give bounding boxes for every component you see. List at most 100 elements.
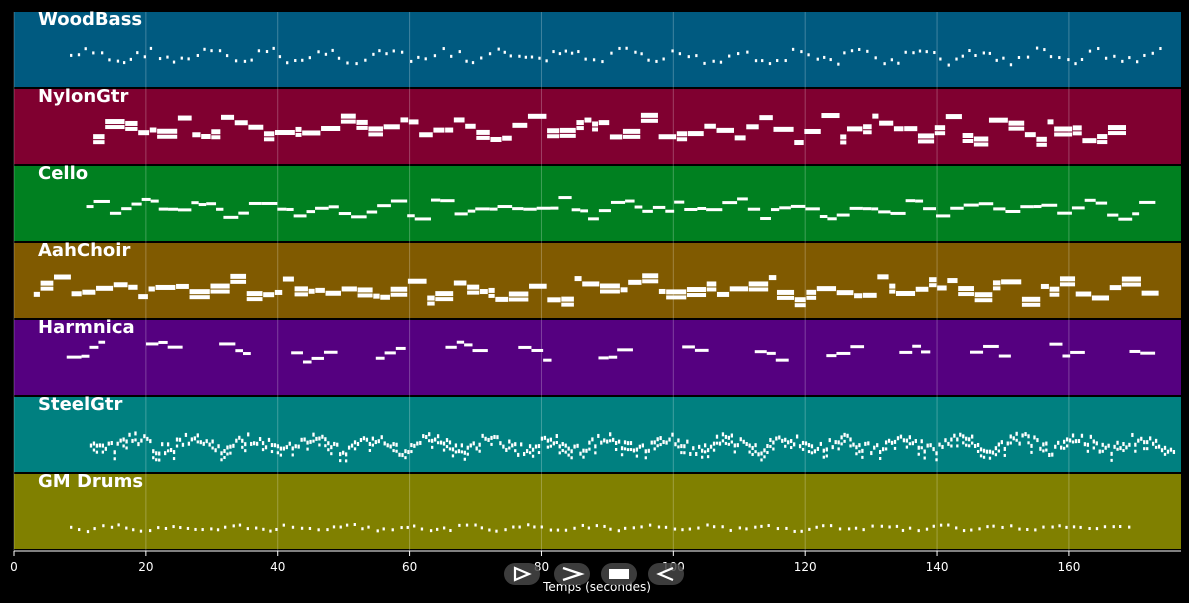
note xyxy=(1121,59,1124,63)
note xyxy=(854,526,858,530)
note xyxy=(297,444,300,449)
note xyxy=(1057,440,1060,445)
note xyxy=(1143,440,1146,445)
note xyxy=(760,458,763,462)
note xyxy=(754,350,767,354)
note xyxy=(208,442,211,447)
note xyxy=(622,128,641,134)
note xyxy=(706,281,717,287)
note xyxy=(1008,126,1025,131)
note xyxy=(962,441,965,445)
note xyxy=(374,440,377,445)
note xyxy=(1062,439,1066,444)
note xyxy=(92,448,96,452)
note xyxy=(361,527,364,531)
note xyxy=(1043,48,1046,52)
play-button[interactable] xyxy=(504,563,540,585)
note xyxy=(235,438,238,443)
note xyxy=(476,129,490,135)
note xyxy=(567,446,570,451)
note xyxy=(766,444,769,449)
note xyxy=(489,207,498,211)
note xyxy=(992,524,995,528)
note xyxy=(983,344,999,348)
note xyxy=(286,207,294,211)
note xyxy=(745,527,748,531)
note xyxy=(584,117,592,123)
note xyxy=(488,287,495,293)
note xyxy=(440,199,455,203)
note xyxy=(132,528,135,532)
note xyxy=(454,450,458,454)
note xyxy=(1003,453,1006,457)
note xyxy=(965,443,968,447)
note xyxy=(692,446,695,451)
note xyxy=(325,290,341,296)
track-lane xyxy=(14,12,1181,87)
note xyxy=(838,527,842,531)
note xyxy=(1128,525,1131,529)
note xyxy=(514,442,517,447)
note xyxy=(617,439,621,444)
note xyxy=(917,452,920,456)
note xyxy=(427,301,435,306)
note xyxy=(547,134,560,139)
note xyxy=(196,53,199,57)
note xyxy=(1021,433,1024,438)
note xyxy=(644,449,647,454)
note xyxy=(822,524,825,528)
note xyxy=(815,525,818,529)
note xyxy=(203,47,206,51)
note xyxy=(246,527,249,531)
note xyxy=(659,443,662,447)
note xyxy=(274,289,283,295)
rewind-button[interactable] xyxy=(648,563,684,585)
note xyxy=(407,450,410,455)
note xyxy=(540,436,544,441)
note xyxy=(524,55,528,59)
fast-forward-button[interactable] xyxy=(554,563,590,585)
note xyxy=(829,58,832,62)
note xyxy=(559,133,576,138)
stop-button[interactable] xyxy=(601,563,637,585)
note xyxy=(149,439,152,444)
note xyxy=(206,202,217,206)
note xyxy=(306,210,316,214)
note xyxy=(827,217,837,221)
note xyxy=(384,351,396,355)
note xyxy=(291,453,294,457)
note xyxy=(78,528,81,532)
note xyxy=(101,443,104,448)
note xyxy=(641,443,644,448)
note xyxy=(1141,290,1159,296)
note xyxy=(950,206,964,210)
note xyxy=(902,438,906,443)
note xyxy=(107,441,110,446)
note xyxy=(715,441,719,445)
note xyxy=(701,455,704,459)
note xyxy=(518,54,521,58)
note xyxy=(929,277,937,283)
note xyxy=(687,131,704,137)
note xyxy=(974,53,977,57)
note xyxy=(509,54,512,58)
note xyxy=(150,199,159,203)
note xyxy=(808,527,811,531)
note xyxy=(466,445,469,450)
note xyxy=(136,51,139,55)
note xyxy=(653,440,656,445)
note xyxy=(442,441,446,446)
note xyxy=(121,207,132,211)
note xyxy=(1107,125,1127,131)
note xyxy=(503,50,506,54)
note xyxy=(671,432,674,437)
note xyxy=(1058,56,1061,60)
note xyxy=(192,132,201,138)
note xyxy=(547,297,561,303)
note xyxy=(158,57,162,61)
note xyxy=(161,442,164,447)
note xyxy=(988,449,992,454)
note xyxy=(131,438,134,443)
note xyxy=(327,448,330,452)
note xyxy=(993,207,1006,211)
